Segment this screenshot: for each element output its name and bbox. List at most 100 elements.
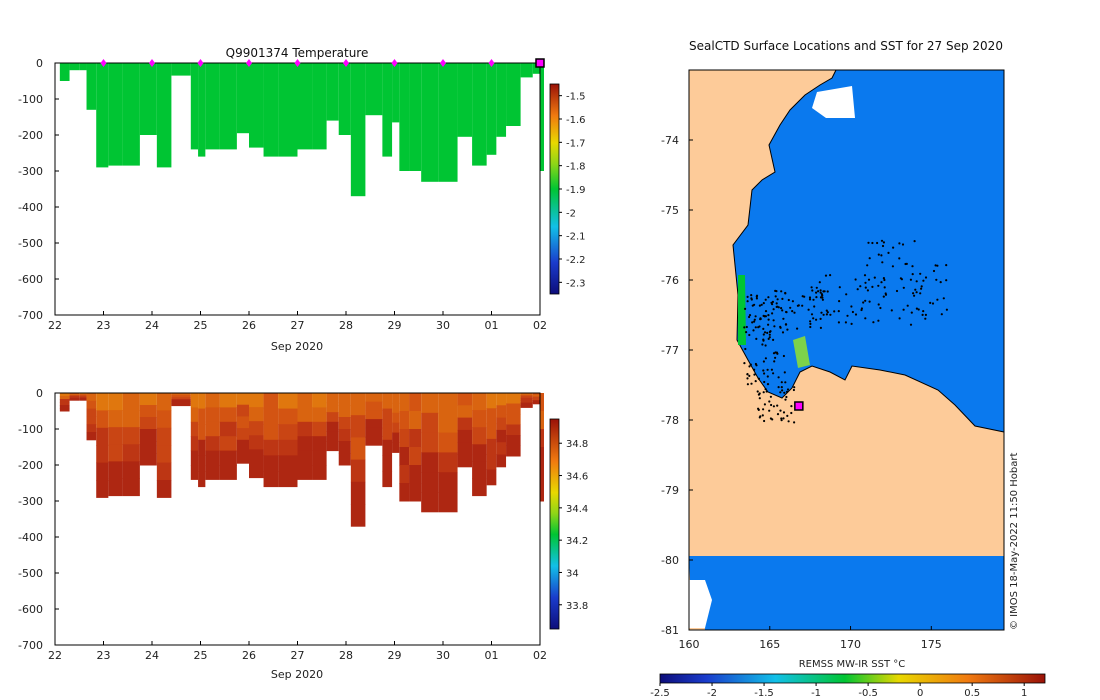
salinity-profile-cell (96, 410, 109, 429)
seal-track-point (866, 264, 869, 267)
seal-track-point (867, 278, 871, 281)
seal-track-point (922, 279, 925, 282)
x-tick-label: 29 (388, 649, 402, 662)
seal-track-point (783, 371, 786, 374)
y-tick-label: -400 (18, 201, 43, 214)
salinity-profile-cell (350, 504, 366, 527)
seal-track-point (873, 276, 876, 279)
salinity-profile-cell (382, 439, 393, 456)
coastal-sst-patch (793, 336, 810, 368)
seal-track-point (748, 374, 751, 377)
salinity-profile-cell (236, 451, 249, 464)
seal-track-point (793, 386, 796, 389)
seal-track-point (920, 287, 923, 290)
seal-track-point (864, 317, 867, 320)
seal-track-point (829, 313, 832, 316)
salinity-profile-cell (421, 472, 439, 493)
seal-track-point (779, 409, 782, 412)
temperature-profile-bar (219, 63, 237, 150)
colorbar-tick-label: -1.7 (566, 138, 586, 149)
temperature-profile-bars (59, 63, 544, 197)
seal-track-point (790, 405, 793, 408)
seal-track-point (940, 313, 943, 316)
seal-track-point (759, 415, 762, 418)
salinity-profile-cell (122, 427, 140, 445)
salinity-profile-cell (278, 455, 298, 472)
seal-track-point (754, 362, 758, 366)
seal-track-point (880, 281, 883, 284)
salinity-profile-cell (139, 417, 157, 430)
seal-track-point (824, 274, 828, 277)
seal-track-point (755, 337, 758, 340)
seal-track-point (912, 292, 915, 295)
seal-track-point (784, 323, 788, 326)
sst-colorbar-tick-label: 0.5 (964, 688, 980, 699)
seal-track-point (819, 291, 822, 294)
colorbar-tick-label: -1.6 (566, 115, 586, 126)
temperature-profile-bar (69, 63, 80, 71)
seal-track-point (898, 317, 901, 320)
salinity-profile-cell (421, 492, 439, 513)
profile-marker (294, 59, 301, 67)
salinity-profile-cell (392, 412, 400, 424)
seal-track-point (877, 253, 880, 256)
temperature-profile-bar (297, 63, 313, 150)
seal-track-point (815, 318, 818, 321)
salinity-profile-cell (122, 461, 140, 479)
seal-track-point (793, 311, 796, 314)
x-tick-label: 25 (194, 319, 208, 332)
seal-track-point (945, 279, 948, 282)
salinity-profile-cell (392, 393, 400, 404)
salinity-profile-cell (540, 447, 544, 466)
salinity-profile-cell (171, 403, 191, 407)
temperature-profile-bar (520, 63, 533, 78)
salinity-profile-cell (190, 393, 199, 408)
temperature-profile-bar (326, 63, 339, 121)
salinity-profile-cell (96, 393, 109, 411)
salinity-profile-cell (171, 397, 191, 400)
sst-colorbar-tick-label: -2.5 (650, 688, 670, 699)
salinity-profile-cell (326, 393, 339, 404)
seal-track-point (745, 331, 748, 334)
seal-track-point (771, 418, 774, 421)
seal-track-point (762, 360, 766, 363)
temperature-profile-bar (472, 63, 487, 166)
seal-track-point (906, 304, 909, 307)
x-tick-label: 26 (242, 649, 256, 662)
seal-track-point (746, 383, 750, 386)
sst-colorbar-label: REMSS MW-IR SST °C (799, 659, 906, 670)
salinity-profile-cell (486, 408, 497, 425)
seal-track-point (762, 327, 765, 330)
temperature-y-ticks: 0 -100 -200 -300 -400 -500 -600 -700 (18, 57, 59, 322)
salinity-profile-cell (382, 424, 393, 441)
temperature-profile-bar (506, 63, 521, 126)
salinity-profile-cell (249, 463, 264, 479)
salinity-profile-cell (532, 396, 540, 399)
salinity-profile-cell (263, 393, 279, 410)
seal-track-point (780, 417, 783, 420)
seal-track-point (766, 383, 770, 386)
salinity-profile-cell (421, 412, 439, 434)
temperature-profile-bar (392, 63, 400, 123)
salinity-profile-cell (520, 397, 533, 401)
salinity-profile-cell (382, 471, 393, 488)
salinity-profile-cell (350, 415, 366, 438)
seal-track-point (850, 305, 853, 308)
salinity-profile-cell (108, 427, 123, 445)
seal-track-point (817, 290, 820, 293)
colorbar-tick-label: -2.1 (566, 232, 586, 243)
seal-track-point (762, 338, 765, 341)
salinity-profile-cell (457, 454, 473, 468)
seal-track-point (810, 286, 813, 289)
salinity-profile-cell (312, 421, 327, 437)
x-tick-label: 23 (97, 649, 111, 662)
seal-track-point (766, 331, 769, 334)
seal-track-point (891, 265, 895, 268)
salinity-profile-cell (79, 397, 87, 400)
salinity-profile-cell (399, 465, 410, 484)
seal-track-point (767, 337, 770, 340)
x-tick-label: 01 (485, 649, 499, 662)
seal-track-point (809, 325, 812, 329)
salinity-profile-cell (79, 394, 87, 396)
